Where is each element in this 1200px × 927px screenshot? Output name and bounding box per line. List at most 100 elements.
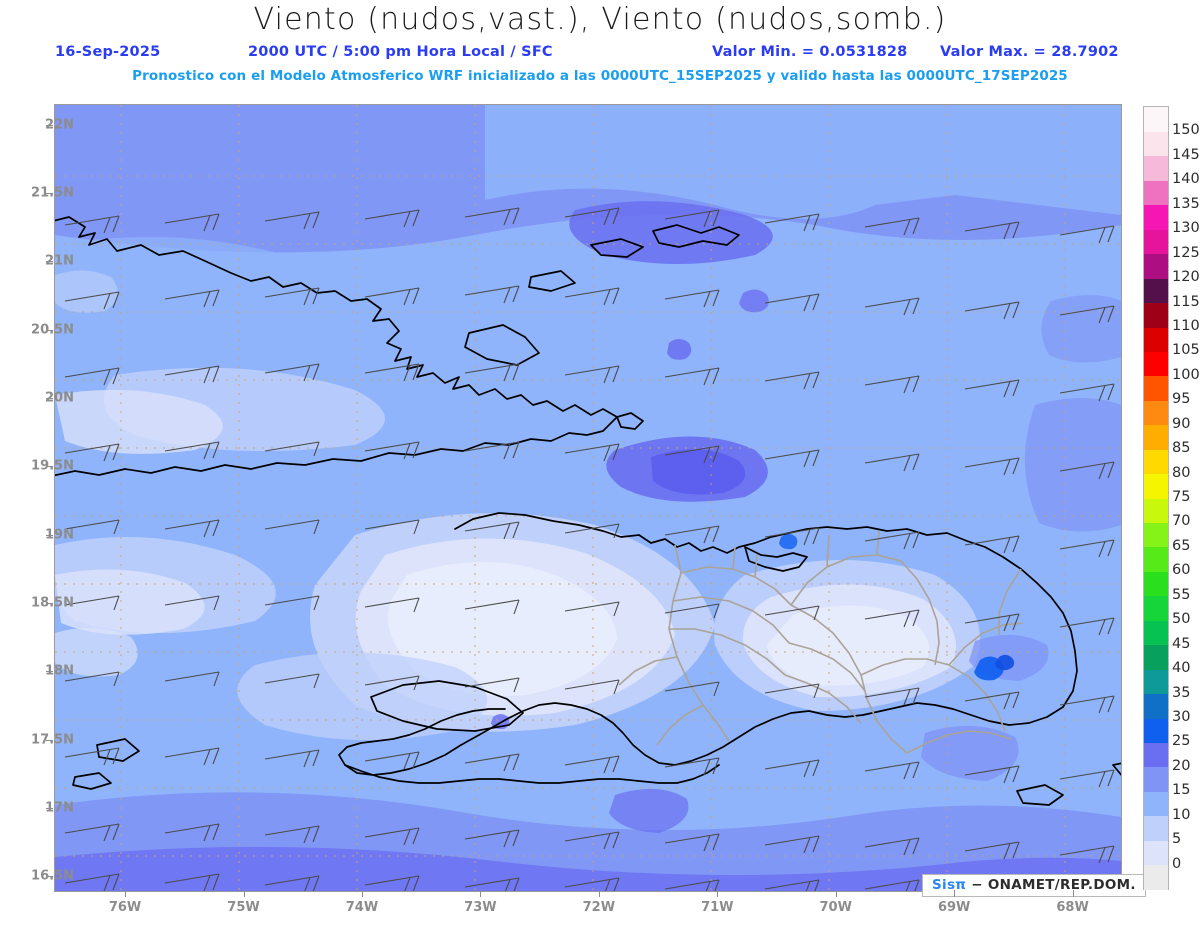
lat-tick	[46, 466, 53, 468]
sispi-brand: Sisπ	[932, 877, 967, 893]
lat-tick-label: 22N	[45, 117, 74, 132]
colorbar-segment	[1144, 400, 1168, 426]
colorbar-segment	[1144, 620, 1168, 646]
colorbar-tick-label: 10	[1172, 806, 1191, 823]
colorbar-segment	[1144, 253, 1168, 279]
lon-tick-label: 75W	[227, 900, 260, 915]
lon-tick-label: 70W	[819, 900, 852, 915]
colorbar-tick-label: 65	[1172, 537, 1191, 554]
colorbar-segment	[1144, 326, 1168, 352]
colorbar-segment	[1144, 155, 1168, 181]
colorbar-segment	[1144, 717, 1168, 743]
colorbar-tick-label: 50	[1172, 611, 1191, 628]
lat-tick	[46, 739, 53, 741]
lon-tick-label: 72W	[582, 900, 616, 915]
colorbar-segment	[1144, 473, 1168, 499]
lon-tick-label: 74W	[345, 900, 379, 915]
colorbar-tick-label: 125	[1172, 244, 1200, 261]
lon-tick-label: 73W	[464, 900, 497, 915]
colorbar-segment	[1144, 791, 1168, 817]
lon-tick	[480, 890, 482, 897]
model-note: Pronostico con el Modelo Atmosferico WRF…	[132, 68, 1068, 84]
colorbar-segment	[1144, 522, 1168, 548]
lat-tick	[46, 534, 53, 536]
lon-tick	[1072, 890, 1074, 897]
lon-tick	[835, 890, 837, 897]
colorbar-tick-label: 75	[1172, 489, 1191, 505]
colorbar-segment	[1144, 498, 1168, 524]
colorbar-tick-label: 135	[1172, 195, 1200, 212]
colorbar-segment	[1144, 644, 1168, 670]
colorbar-tick-label: 55	[1172, 586, 1191, 603]
colorbar-segment	[1144, 595, 1168, 621]
lat-tick-label: 21N	[45, 253, 74, 269]
lat-tick-label: 20.5N	[31, 322, 74, 338]
colorbar-segment	[1144, 375, 1168, 401]
lat-tick	[46, 876, 53, 878]
colorbar-segment	[1144, 180, 1168, 206]
lon-tick	[125, 890, 127, 897]
lat-tick-label: 19N	[45, 527, 74, 543]
colorbar-segment	[1144, 840, 1168, 866]
lat-tick-label: 17N	[45, 800, 74, 816]
colorbar-tick-label: 20	[1172, 757, 1191, 774]
lat-tick	[46, 602, 53, 604]
page-title: Viento (nudos,vast.), Viento (nudos,somb…	[253, 2, 947, 37]
colorbar-tick-label: 30	[1172, 708, 1191, 725]
lon-tick	[361, 890, 363, 897]
lon-tick	[954, 890, 956, 897]
lat-tick-label: 19.5N	[31, 458, 74, 474]
colorbar-segment	[1144, 302, 1168, 328]
colorbar-tick-label: 145	[1172, 146, 1200, 163]
colorbar-segment	[1144, 204, 1168, 230]
colorbar-tick-label: 95	[1172, 391, 1191, 408]
lon-tick-label: 68W	[1056, 900, 1089, 915]
colorbar-tick-label: 80	[1172, 464, 1191, 481]
colorbar[interactable]	[1143, 106, 1169, 890]
colorbar-segment	[1144, 815, 1168, 841]
lon-tick-label: 71W	[701, 900, 734, 915]
colorbar-tick-label: 130	[1172, 220, 1200, 237]
colorbar-segment	[1144, 131, 1168, 157]
colorbar-segment	[1144, 546, 1168, 572]
lat-tick-label: 18.5N	[31, 595, 74, 611]
colorbar-tick-label: 15	[1172, 782, 1191, 799]
colorbar-tick-label: 150	[1172, 122, 1200, 139]
forecast-time: 2000 UTC / 5:00 pm Hora Local / SFC	[248, 44, 553, 60]
colorbar-segment	[1144, 107, 1168, 133]
colorbar-tick-label: 70	[1172, 513, 1191, 530]
colorbar-tick-label: 140	[1172, 171, 1200, 188]
attribution-text: − ONAMET/REP.DOM.	[971, 877, 1136, 893]
lat-tick	[46, 261, 53, 263]
lat-tick	[46, 671, 53, 673]
colorbar-tick-label: 90	[1172, 415, 1191, 432]
value-max-label: Valor Max. = 28.7902	[940, 44, 1119, 60]
lon-tick-label: 76W	[108, 900, 142, 915]
forecast-date: 16-Sep-2025	[55, 44, 161, 60]
map-plot-area[interactable]	[54, 104, 1122, 892]
colorbar-tick-label: 110	[1172, 317, 1200, 334]
colorbar-tick-label: 105	[1172, 342, 1200, 359]
attribution-badge: Sisπ − ONAMET/REP.DOM.	[922, 874, 1146, 897]
lon-tick	[717, 890, 719, 897]
colorbar-segment	[1144, 669, 1168, 695]
colorbar-tick-label: 60	[1172, 562, 1191, 579]
colorbar-segment	[1144, 571, 1168, 597]
colorbar-segment	[1144, 693, 1168, 719]
colorbar-segment	[1144, 449, 1168, 475]
colorbar-segment	[1144, 278, 1168, 304]
colorbar-tick-label: 120	[1172, 269, 1200, 286]
lat-tick	[46, 807, 53, 809]
colorbar-segment	[1144, 766, 1168, 792]
lat-tick-label: 17.5N	[31, 732, 74, 748]
lat-tick-label: 16.5N	[31, 868, 74, 884]
colorbar-tick-label: 5	[1172, 831, 1182, 848]
colorbar-segment	[1144, 229, 1168, 255]
colorbar-segment	[1144, 864, 1168, 890]
lon-tick	[243, 890, 245, 897]
colorbar-segment	[1144, 424, 1168, 450]
lat-tick	[46, 124, 53, 126]
lat-tick	[46, 397, 53, 399]
colorbar-tick-label: 100	[1172, 366, 1200, 383]
